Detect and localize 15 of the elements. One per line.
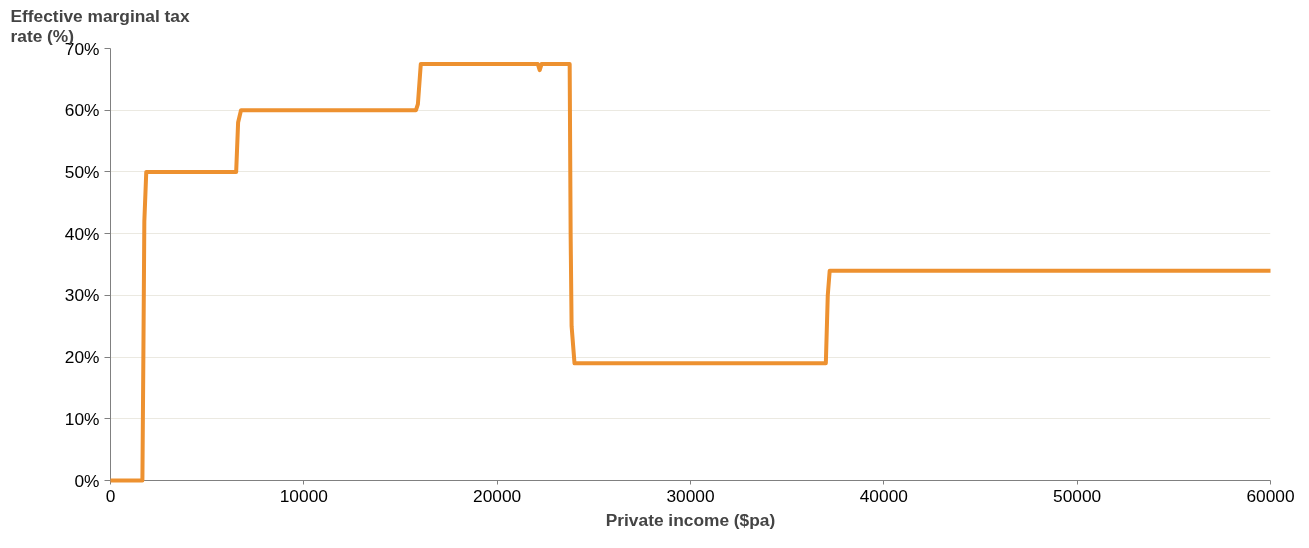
x-tick-label: 60000 — [1246, 485, 1295, 506]
x-axis-title: Private income ($pa) — [605, 509, 776, 530]
y-tick-label: 0% — [74, 470, 100, 491]
x-tick-label: 50000 — [1053, 485, 1102, 506]
y-tick-label: 10% — [64, 408, 100, 429]
x-tick-label: 40000 — [859, 485, 908, 506]
y-tick-label: 60% — [64, 100, 100, 121]
x-tick-label: 30000 — [666, 485, 715, 506]
y-tick-label: 20% — [64, 347, 100, 368]
x-tick-label: 0 — [105, 485, 116, 506]
y-tick-label: 40% — [64, 223, 100, 244]
y-tick-label: 50% — [64, 161, 100, 182]
y-tick-label: 30% — [64, 285, 100, 306]
x-tick-label: 20000 — [473, 485, 522, 506]
x-tick-label: 10000 — [279, 485, 328, 506]
